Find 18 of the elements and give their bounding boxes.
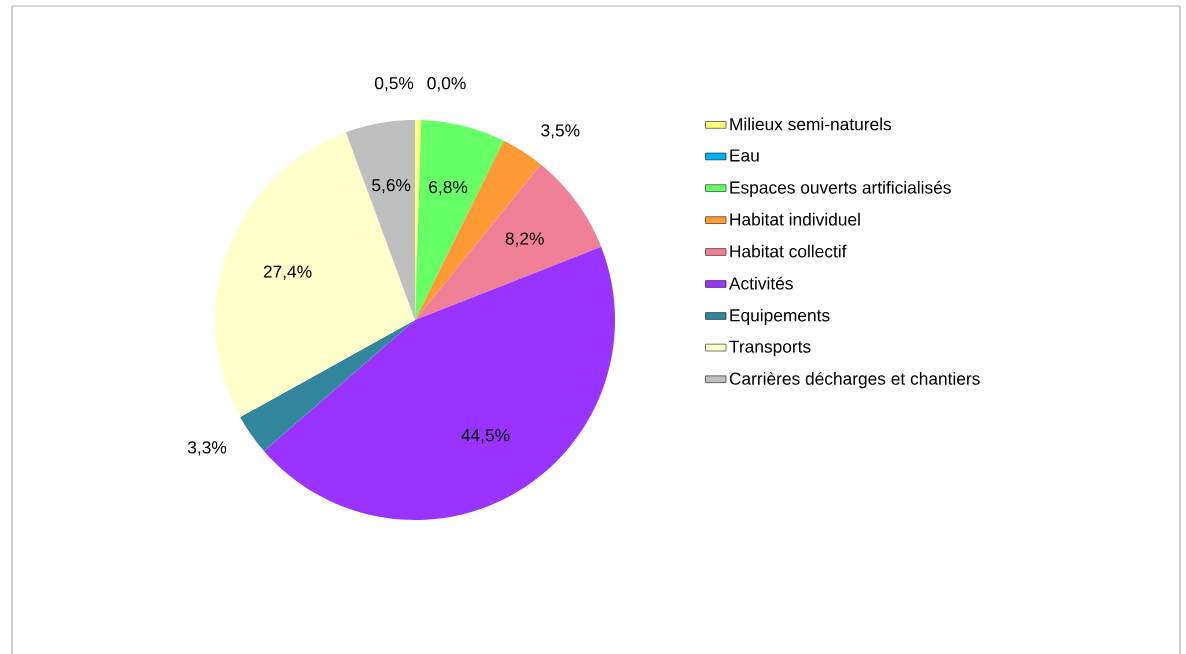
legend-label: Activités <box>729 276 793 290</box>
legend-label: Equipements <box>730 308 830 325</box>
data-label: 3,5% <box>541 124 580 139</box>
legend-label: Habitat individuel <box>730 212 860 226</box>
text: 0,0% <box>427 77 466 92</box>
data-label: 27,4% <box>263 265 312 280</box>
legend-label: Milieux semi-naturels <box>730 117 892 131</box>
data-label: 3,3% <box>187 441 227 456</box>
data-label: 8,2% <box>505 232 544 247</box>
legend-label: Transports <box>729 340 811 357</box>
legend-label: Eau <box>730 149 759 162</box>
legend-label: Espaces ouverts artificialisés <box>730 180 951 198</box>
data-label: 44,5% <box>461 429 510 444</box>
data-label: 0,5% <box>374 76 414 92</box>
data-label: 5,6% <box>372 178 411 194</box>
legend-label: Habitat collectif <box>730 244 847 258</box>
legend-label: Carrières décharges et chantiers <box>729 371 980 389</box>
data-label: 6,8% <box>429 180 468 196</box>
